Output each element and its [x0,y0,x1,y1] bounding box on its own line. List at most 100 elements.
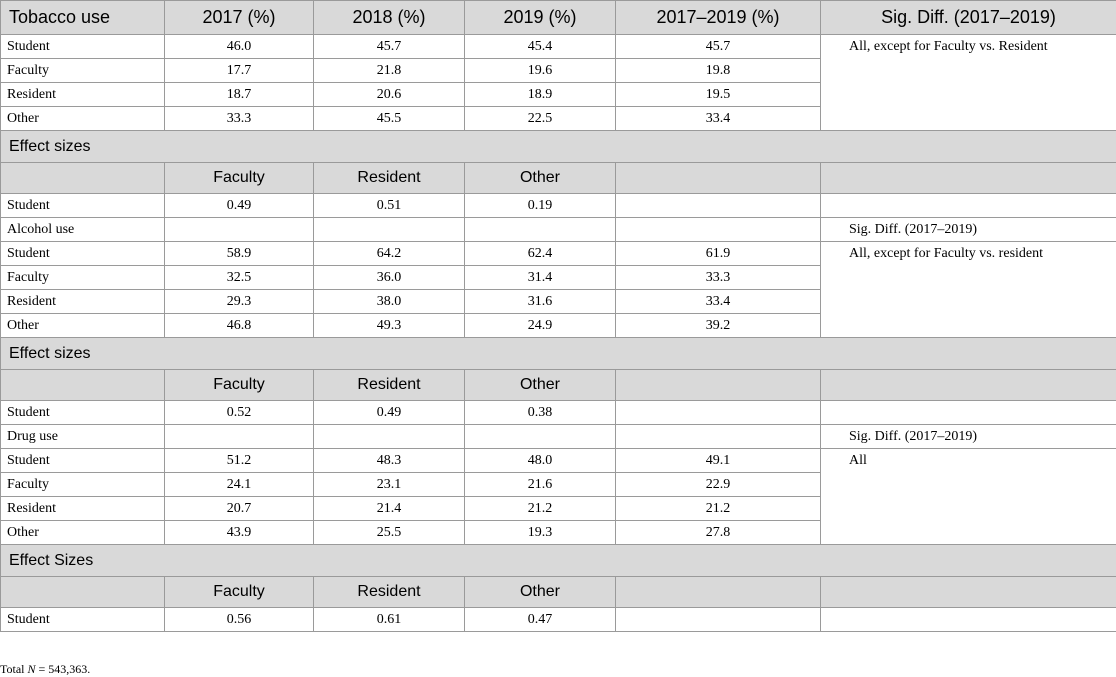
row-label: Student [0,34,165,59]
effect-row: Student 0.56 0.61 0.47 [0,607,1116,632]
effect-sizes-title: Effect sizes [0,337,1116,370]
effect-other: 0.19 [464,193,616,218]
row-label: Student [0,193,165,218]
sig-diff-header: Sig. Diff. (2017–2019) [820,424,1116,449]
sig-diff-cell: All, except for Faculty vs. resident [820,241,1116,338]
row-label: Student [0,607,165,632]
cell-2018: 48.3 [313,448,465,473]
table-row: Faculty 32.5 36.0 31.4 33.3 [0,265,1116,290]
effect-header-resident: Resident [313,369,465,401]
cell-2017: 33.3 [164,106,314,131]
cell-2018: 49.3 [313,313,465,338]
effect-header-blank [615,576,821,608]
table-row: Student 51.2 48.3 48.0 49.1 All [0,448,1116,545]
row-label: Student [0,448,165,473]
cell-2019: 31.4 [464,265,616,290]
effect-header-blank [820,576,1116,608]
effect-header-blank [820,369,1116,401]
effect-header-other: Other [464,162,616,194]
table-row: Student 46.0 45.7 45.4 45.7 All, except … [0,34,1116,131]
cell-2019: 18.9 [464,82,616,107]
cell-2017-2019: 33.3 [615,265,821,290]
cell-2018: 20.6 [313,82,465,107]
effect-resident: 0.49 [313,400,465,425]
cell-2018: 21.8 [313,58,465,83]
row-label: Other [0,520,165,545]
footnote-value: = 543,363. [35,662,91,676]
empty-cell [820,400,1116,425]
empty-cell [464,217,616,242]
empty-cell [615,193,821,218]
cell-2017: 58.9 [164,241,314,266]
cell-2019: 19.3 [464,520,616,545]
row-label: Faculty [0,265,165,290]
empty-cell [164,424,314,449]
cell-2018: 45.7 [313,34,465,59]
sig-diff-header: Sig. Diff. (2017–2019) [820,217,1116,242]
row-label: Other [0,313,165,338]
effect-faculty: 0.49 [164,193,314,218]
cell-2018: 38.0 [313,289,465,314]
cell-2019: 21.6 [464,472,616,497]
sig-diff-cell: All [820,448,1116,545]
alcohol-use-title: Alcohol use [0,217,165,242]
table-footnote: Total N = 543,363. [0,662,90,677]
cell-2019: 31.6 [464,289,616,314]
subheader-row: Drug use Sig. Diff. (2017–2019) [0,424,1116,449]
effect-header-blank [820,162,1116,194]
header-2018: 2018 (%) [313,0,465,35]
effect-other: 0.38 [464,400,616,425]
effect-row: Student 0.49 0.51 0.19 [0,193,1116,218]
effect-row: Student 0.52 0.49 0.38 [0,400,1116,425]
table-row: Other 33.3 45.5 22.5 33.4 [0,106,1116,131]
cell-2017: 43.9 [164,520,314,545]
cell-2018: 36.0 [313,265,465,290]
effect-header-row: Faculty Resident Other [0,162,1116,194]
effect-faculty: 0.52 [164,400,314,425]
effect-header-blank [0,576,165,608]
cell-2019: 21.2 [464,496,616,521]
empty-cell [164,217,314,242]
cell-2017-2019: 21.2 [615,496,821,521]
effect-header-blank [0,162,165,194]
section-row: Effect Sizes [0,544,1116,577]
effect-sizes-title: Effect Sizes [0,544,1116,577]
cell-2017-2019: 33.4 [615,106,821,131]
cell-2019: 22.5 [464,106,616,131]
effect-resident: 0.61 [313,607,465,632]
cell-2019: 62.4 [464,241,616,266]
cell-2017: 46.0 [164,34,314,59]
table-row: Faculty 17.7 21.8 19.6 19.8 [0,58,1116,83]
empty-cell [313,217,465,242]
sig-diff-cell: All, except for Faculty vs. Resident [820,34,1116,131]
cell-2018: 45.5 [313,106,465,131]
cell-2017-2019: 45.7 [615,34,821,59]
empty-cell [615,217,821,242]
subheader-row: Alcohol use Sig. Diff. (2017–2019) [0,217,1116,242]
table-row: Resident 29.3 38.0 31.6 33.4 [0,289,1116,314]
table-row: Other 46.8 49.3 24.9 39.2 [0,313,1116,338]
row-label: Faculty [0,472,165,497]
cell-2017-2019: 61.9 [615,241,821,266]
empty-cell [615,424,821,449]
cell-2019: 19.6 [464,58,616,83]
cell-2017-2019: 19.8 [615,58,821,83]
empty-cell [615,607,821,632]
effect-header-faculty: Faculty [164,162,314,194]
effect-header-blank [0,369,165,401]
row-label: Faculty [0,58,165,83]
effect-resident: 0.51 [313,193,465,218]
row-label: Student [0,241,165,266]
effect-faculty: 0.56 [164,607,314,632]
table-row: Other 43.9 25.5 19.3 27.8 [0,520,1116,545]
cell-2019: 45.4 [464,34,616,59]
header-sig-diff: Sig. Diff. (2017–2019) [820,0,1116,35]
effect-header-blank [615,162,821,194]
effect-header-resident: Resident [313,162,465,194]
table-row: Resident 18.7 20.6 18.9 19.5 [0,82,1116,107]
drug-use-title: Drug use [0,424,165,449]
effect-header-blank [615,369,821,401]
cell-2017: 18.7 [164,82,314,107]
cell-2017-2019: 19.5 [615,82,821,107]
effect-header-other: Other [464,369,616,401]
